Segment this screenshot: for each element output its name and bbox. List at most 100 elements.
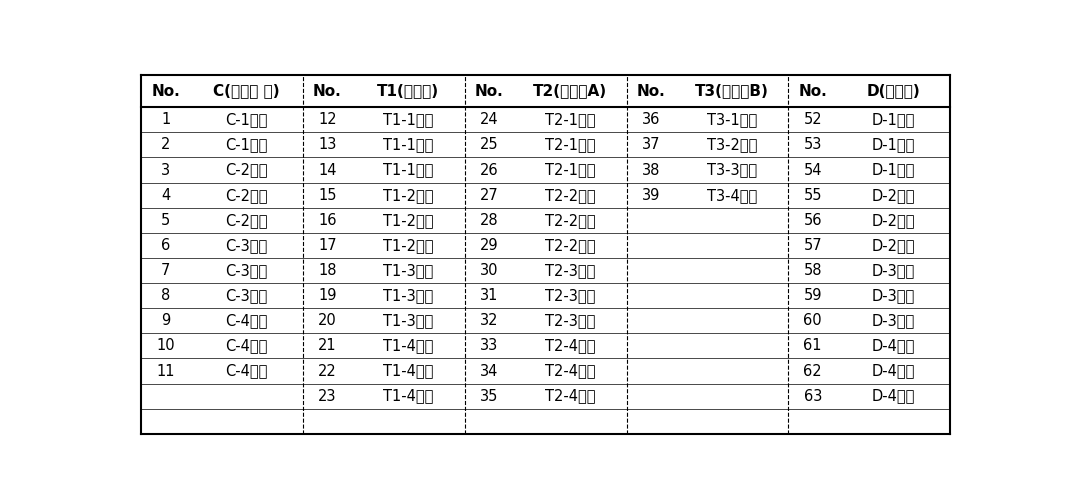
Text: T1-3결장: T1-3결장 [383,288,433,303]
Text: T1-2직장: T1-2직장 [383,238,433,253]
Text: 30: 30 [480,263,498,278]
Text: T2-1맹장: T2-1맹장 [545,112,595,127]
Text: T2-2직장: T2-2직장 [545,238,595,253]
Text: 56: 56 [803,213,822,228]
Text: C-2결장: C-2결장 [226,187,267,203]
Text: 38: 38 [642,163,660,178]
Text: T2-2맹장: T2-2맹장 [545,187,595,203]
Text: D-1직장: D-1직장 [872,163,915,178]
Text: 23: 23 [318,389,337,404]
Text: T2-4직장: T2-4직장 [545,389,595,404]
Text: T3-4직장: T3-4직장 [707,187,757,203]
Text: 55: 55 [803,187,822,203]
Text: 36: 36 [642,112,660,127]
Text: T1-1결장: T1-1결장 [383,137,433,152]
Text: 58: 58 [803,263,822,278]
Text: 4: 4 [161,187,170,203]
Text: 32: 32 [480,313,498,328]
Text: T1-1직장: T1-1직장 [383,163,433,178]
Text: 10: 10 [157,338,175,353]
Text: 62: 62 [803,364,822,378]
Text: D-3직장: D-3직장 [872,313,915,328]
Text: 59: 59 [803,288,822,303]
Text: 52: 52 [803,112,822,127]
Text: T1-2맹장: T1-2맹장 [383,187,433,203]
Text: 22: 22 [318,364,337,378]
Text: 17: 17 [318,238,337,253]
Text: D-4직장: D-4직장 [872,389,915,404]
Text: D-4맹장: D-4맹장 [872,338,915,353]
Text: C-1맹장: C-1맹장 [226,112,267,127]
Text: 28: 28 [480,213,498,228]
Text: D(설사구): D(설사구) [867,83,920,99]
Text: 33: 33 [480,338,498,353]
Text: T1-2결장: T1-2결장 [383,213,433,228]
Text: 11: 11 [157,364,175,378]
Text: 13: 13 [318,137,337,152]
Text: T2(생균제A): T2(생균제A) [532,83,607,99]
Text: D-2직장: D-2직장 [872,238,916,253]
Text: 27: 27 [480,187,498,203]
Text: 53: 53 [804,137,822,152]
Text: 3: 3 [161,163,170,178]
Text: 5: 5 [161,213,170,228]
Text: T3-3직장: T3-3직장 [707,163,757,178]
Text: T1-3직장: T1-3직장 [383,313,433,328]
Text: 25: 25 [480,137,498,152]
Text: D-4결장: D-4결장 [872,364,915,378]
Text: 63: 63 [804,389,822,404]
Text: 21: 21 [318,338,337,353]
Text: C-4맹장: C-4맹장 [226,313,267,328]
Text: T1-3맹장: T1-3맹장 [383,263,433,278]
Text: T3-1직장: T3-1직장 [707,112,757,127]
Text: No.: No. [313,83,342,99]
Text: D-3맹장: D-3맹장 [872,263,915,278]
Text: T2-1결장: T2-1결장 [545,137,595,152]
Text: T2-3직장: T2-3직장 [545,313,595,328]
Text: T1-4직장: T1-4직장 [383,389,433,404]
Text: D-1맹장: D-1맹장 [872,112,915,127]
Text: D-2맹장: D-2맹장 [872,187,916,203]
Text: C-3직장: C-3직장 [226,288,267,303]
Text: 60: 60 [803,313,822,328]
Text: 37: 37 [642,137,660,152]
Text: 18: 18 [318,263,337,278]
Text: No.: No. [151,83,180,99]
Text: No.: No. [799,83,828,99]
Text: 2: 2 [161,137,170,152]
Text: C-3맹장: C-3맹장 [226,238,267,253]
Text: T2-4결장: T2-4결장 [545,364,595,378]
Text: D-3결장: D-3결장 [872,288,915,303]
Text: C-2직장: C-2직장 [226,213,267,228]
Text: 29: 29 [480,238,498,253]
Text: 7: 7 [161,263,170,278]
Text: 20: 20 [318,313,337,328]
Text: 8: 8 [161,288,170,303]
Text: T2-1직장: T2-1직장 [545,163,595,178]
Text: No.: No. [637,83,666,99]
Text: 24: 24 [480,112,498,127]
Text: T1-4맹장: T1-4맹장 [383,338,433,353]
Text: T3(생균제B): T3(생균제B) [695,83,769,99]
Text: C-4직장: C-4직장 [226,364,267,378]
Text: T2-4맹장: T2-4맹장 [545,338,595,353]
Text: 61: 61 [803,338,822,353]
Text: 31: 31 [480,288,498,303]
Text: 34: 34 [480,364,498,378]
Text: D-1결장: D-1결장 [872,137,915,152]
Text: 54: 54 [803,163,822,178]
Text: T1-1맹장: T1-1맹장 [383,112,433,127]
Text: 16: 16 [318,213,337,228]
Text: 26: 26 [480,163,498,178]
Text: 12: 12 [318,112,337,127]
Text: 9: 9 [161,313,170,328]
Text: C(항생제 무): C(항생제 무) [213,83,280,99]
Text: C-1결장: C-1결장 [226,137,267,152]
Text: D-2결장: D-2결장 [872,213,916,228]
Text: No.: No. [475,83,504,99]
Text: T1(항생제): T1(항생제) [377,83,440,99]
Text: 39: 39 [642,187,660,203]
Text: C-2맹장: C-2맹장 [226,163,267,178]
Text: 35: 35 [480,389,498,404]
Text: T2-3결장: T2-3결장 [545,288,595,303]
